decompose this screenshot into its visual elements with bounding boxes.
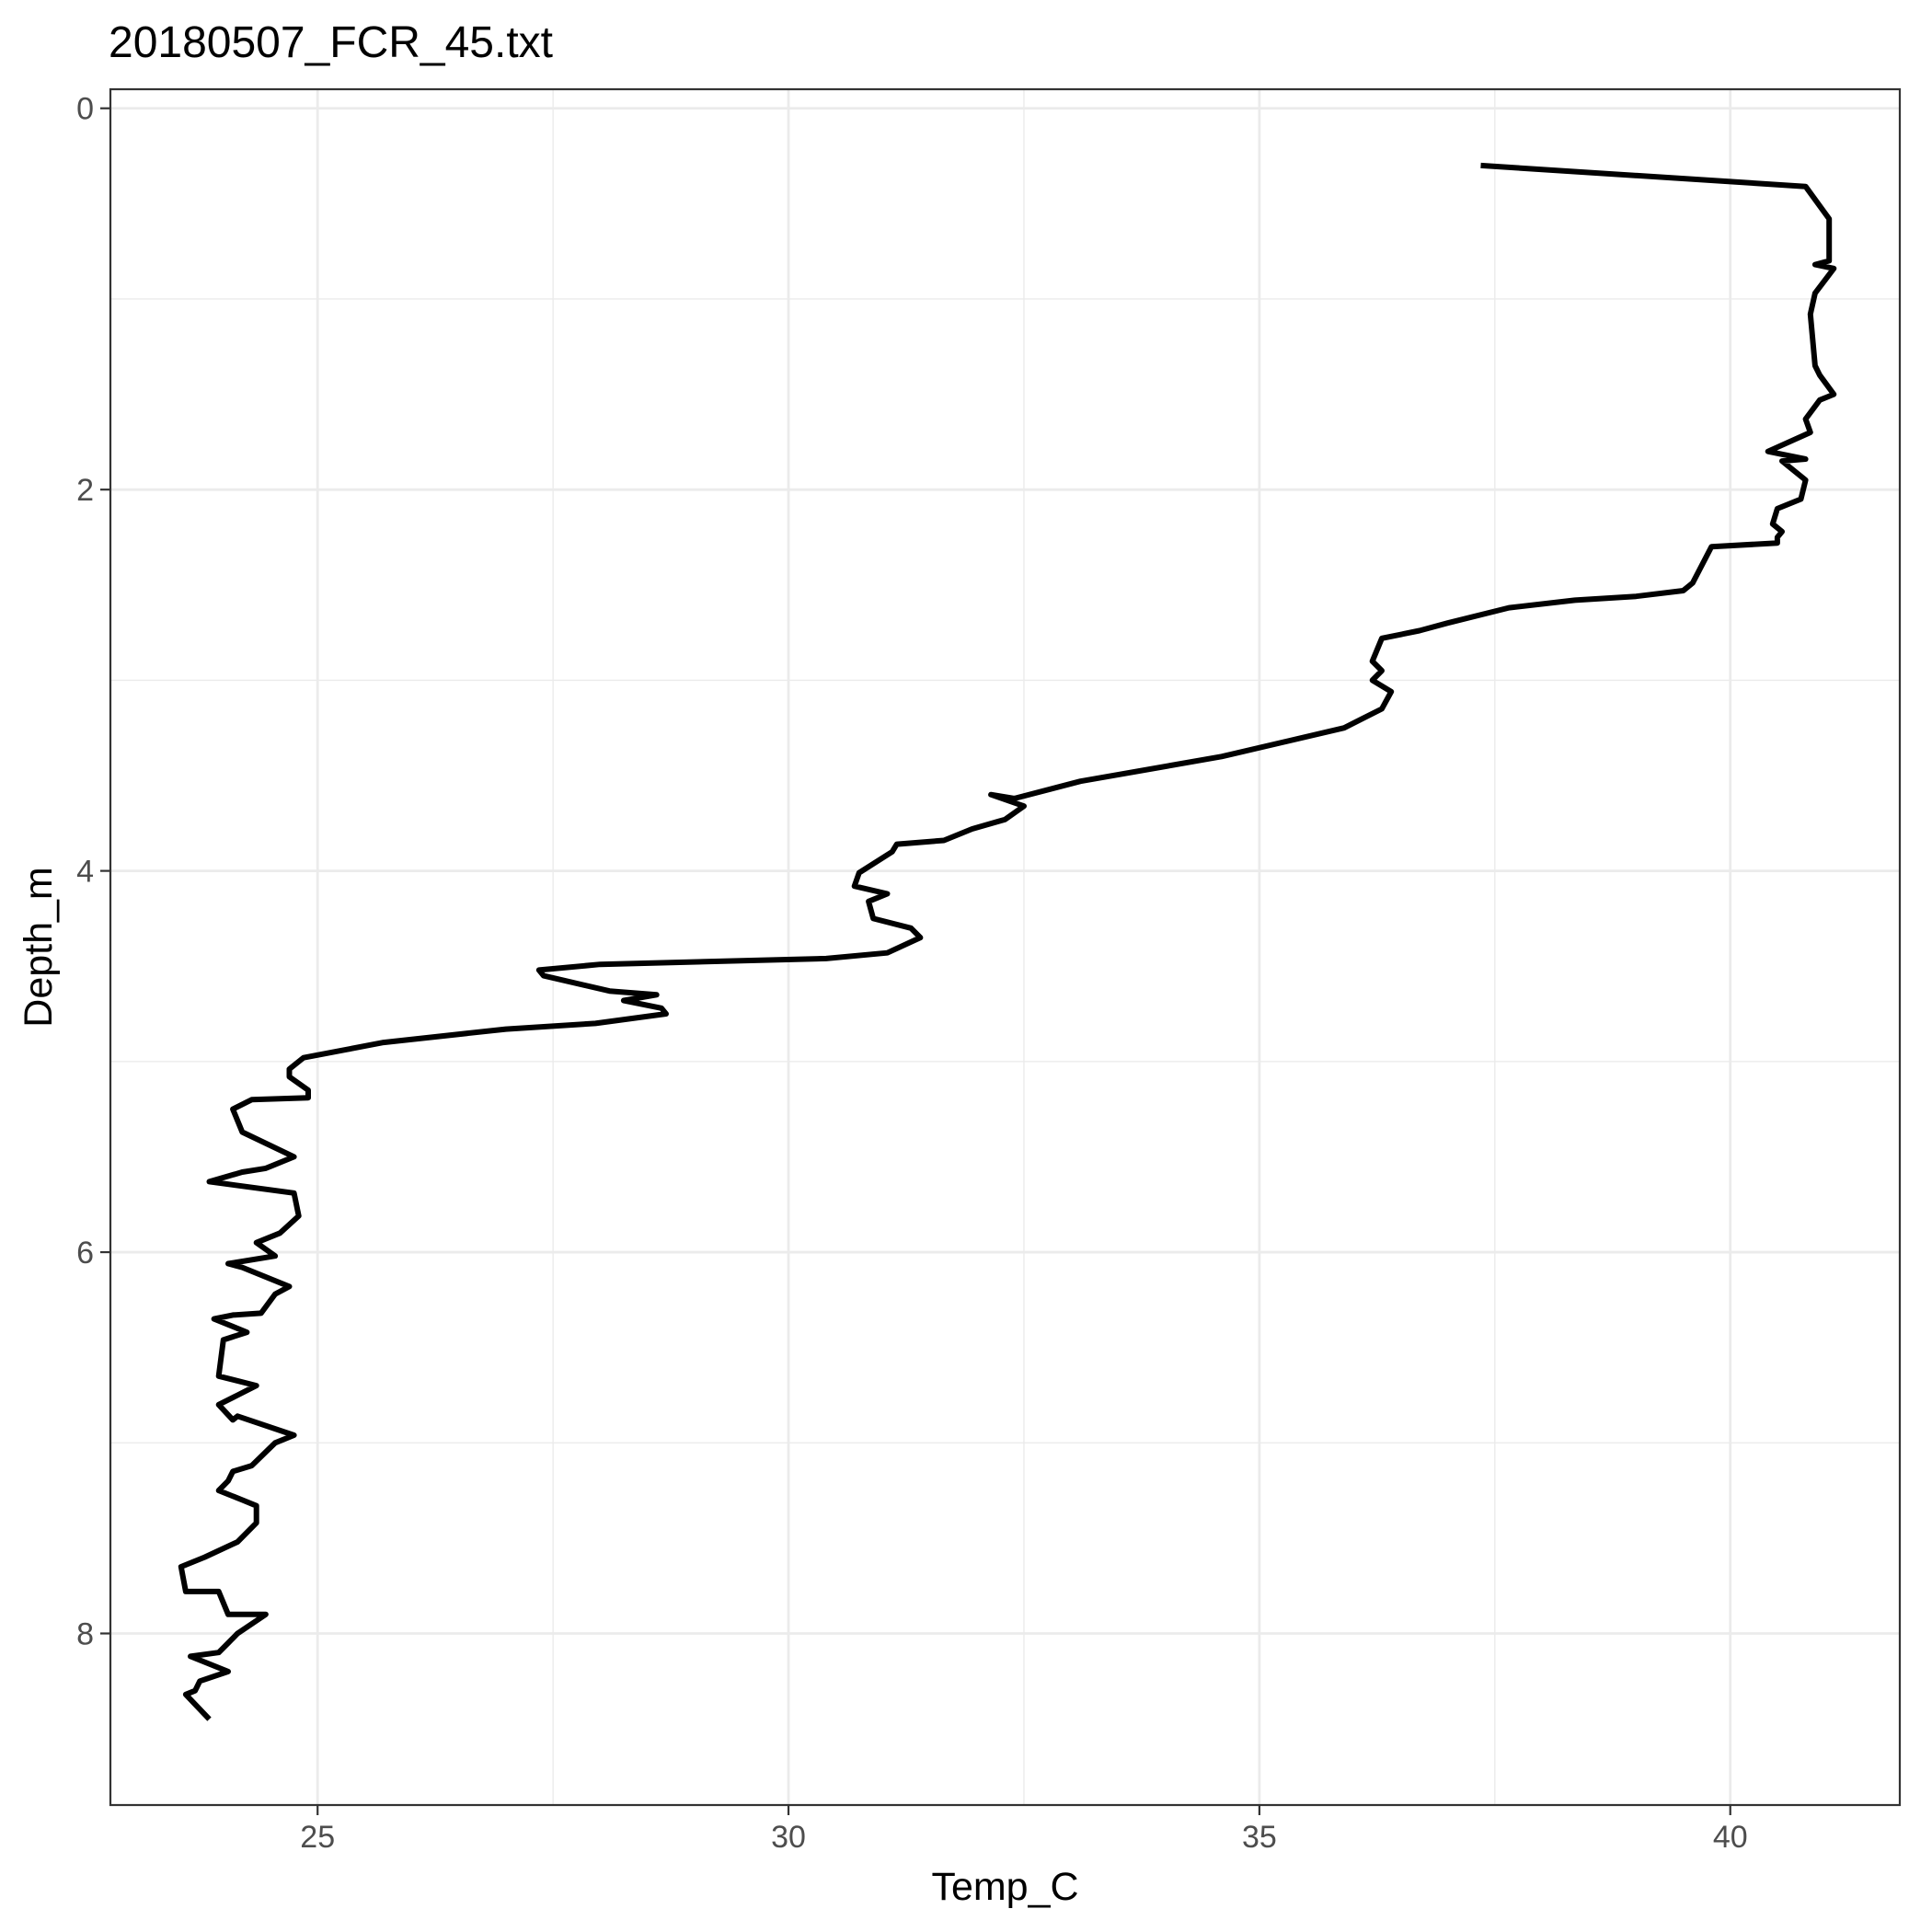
x-axis-title: Temp_C [931,1865,1078,1909]
y-axis-title: Depth_m [17,867,61,1027]
x-tick-label: 40 [1713,1820,1748,1855]
x-tick-label: 35 [1242,1820,1277,1855]
plot-panel-border [109,87,1902,1807]
y-tick-label: 6 [76,1236,94,1271]
data-series [178,162,1837,1721]
x-tick-label: 25 [300,1820,335,1855]
y-tick-label: 2 [76,473,94,508]
y-tick-label: 8 [76,1617,94,1652]
y-tick-label: 4 [76,855,94,890]
grid-lines [110,89,1900,1805]
y-tick-label: 0 [76,92,94,127]
x-axis: 25 30 35 40 [300,1805,1748,1855]
x-tick-label: 30 [771,1820,806,1855]
y-axis: 0 2 4 6 8 [76,92,110,1652]
chart-title: 20180507_FCR_45.txt [109,18,553,67]
temperature-depth-line [178,162,1837,1721]
